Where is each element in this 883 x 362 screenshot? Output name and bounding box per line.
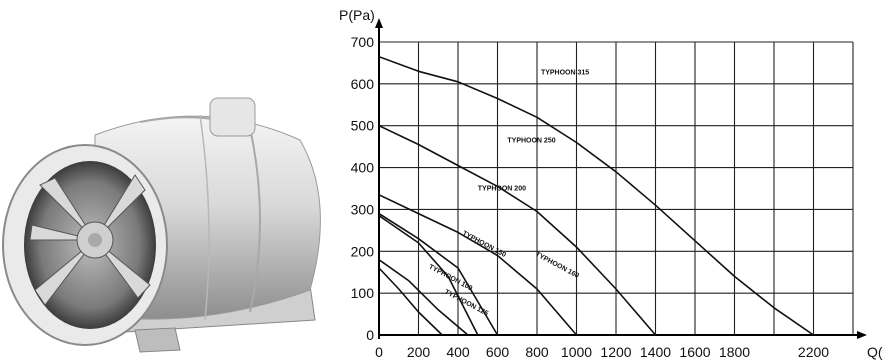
y-axis-title: P(Pa) <box>339 7 375 23</box>
series-line-typhoon-160 <box>378 212 499 336</box>
y-axis-arrow <box>375 18 383 28</box>
series-line-typhoon-250 <box>378 124 657 336</box>
x-axis-arrow <box>857 331 867 339</box>
y-tick-label: 300 <box>351 201 375 217</box>
x-tick-label: 400 <box>446 344 470 360</box>
y-tick-label: 200 <box>351 243 375 259</box>
x-tick-label: 800 <box>525 344 549 360</box>
x-tick-label: 1400 <box>640 344 671 360</box>
chart-series <box>378 55 814 336</box>
x-tick-label: 0 <box>375 344 383 360</box>
curve-label: TYPHOON 100 <box>427 264 473 293</box>
curve-label: TYPHOON 315 <box>541 70 589 77</box>
chart-grid <box>378 41 854 336</box>
x-tick-label: 2200 <box>798 344 829 360</box>
x-tick-label: 1200 <box>600 344 631 360</box>
curve-label: TYPHOON 160 <box>534 251 580 280</box>
y-tick-label: 100 <box>351 285 375 301</box>
x-tick-label: 1800 <box>719 344 750 360</box>
x-tick-label: 1600 <box>679 344 710 360</box>
x-tick-label: 200 <box>407 344 431 360</box>
y-tick-label: 500 <box>351 118 375 134</box>
curve-label: TYPHOON 250 <box>507 137 555 144</box>
series-line-typhoon-125 <box>378 259 469 336</box>
x-tick-label: 1000 <box>561 344 592 360</box>
fan-performance-chart: TYPHOON 315 TYPHOON 250 TYPHOON 200 TYPHOON… <box>339 7 883 360</box>
series-line-typhoon-315 <box>378 55 814 336</box>
curve-label: TYPHOON 150 <box>461 230 507 259</box>
chart-axes <box>375 18 867 339</box>
duct-fan-illustration <box>2 97 321 353</box>
y-tick-label: 0 <box>366 327 374 343</box>
y-tick-label: 400 <box>351 160 375 176</box>
series-line-typhoon-150 <box>378 215 479 336</box>
y-tick-label: 600 <box>351 76 375 92</box>
x-tick-label: 600 <box>486 344 510 360</box>
series-line-typhoon-100 <box>378 267 443 336</box>
chart-tick-labels: 0 100 200 300 400 500 600 700 0 200 400 600 800 1000 1… <box>351 34 830 360</box>
impeller <box>29 174 151 306</box>
x-axis-title: Q(m3/h) <box>867 344 883 360</box>
series-line-typhoon-200 <box>378 194 578 336</box>
terminal-box <box>209 97 256 137</box>
y-tick-label: 700 <box>351 34 375 50</box>
curve-label: TYPHOON 200 <box>478 186 526 193</box>
